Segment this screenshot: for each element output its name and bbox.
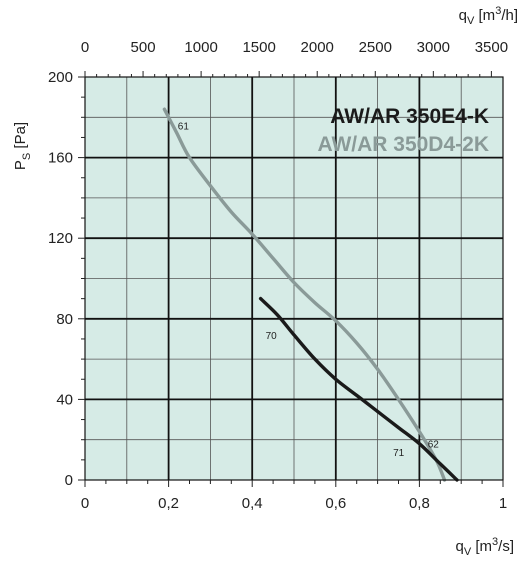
x-top-tick-label: 500 bbox=[131, 39, 156, 56]
major-grid bbox=[85, 77, 503, 480]
x-top-tick-label: 3500 bbox=[475, 39, 508, 56]
efficiency-annotation: 61 bbox=[178, 121, 190, 132]
efficiency-annotation: 70 bbox=[266, 331, 278, 342]
y-tick-label: 200 bbox=[48, 69, 73, 86]
y-tick-label: 40 bbox=[56, 391, 73, 408]
y-tick-label: 120 bbox=[48, 230, 73, 247]
x-bottom-tick-label: 0,8 bbox=[409, 495, 430, 512]
x-bottom-axis-label: qV [m3/s] bbox=[456, 536, 515, 558]
x-top-tick-label: 0 bbox=[81, 39, 89, 56]
series-layer bbox=[162, 107, 459, 482]
x-bottom-tick-label: 1 bbox=[499, 495, 507, 512]
x-top-axis-label: qV [m3/h] bbox=[459, 5, 518, 27]
y-tick-label: 80 bbox=[56, 311, 73, 328]
legend: AW/AR 350E4-K AW/AR 350D4-2K bbox=[317, 105, 489, 156]
legend-entry: AW/AR 350E4-K bbox=[330, 105, 489, 128]
x-top-tick-label: 2000 bbox=[301, 39, 334, 56]
y-axis-label: PS [Pa] bbox=[12, 122, 33, 170]
y-tick-label: 160 bbox=[48, 150, 73, 167]
x-top-tick-label: 3000 bbox=[417, 39, 450, 56]
x-bottom-tick-label: 0 bbox=[81, 495, 89, 512]
annotations: 61 70 62 71 bbox=[178, 121, 440, 458]
efficiency-annotation: 62 bbox=[428, 440, 440, 451]
y-tick-label: 0 bbox=[65, 472, 73, 489]
efficiency-annotation: 71 bbox=[393, 448, 405, 459]
x-bottom-tick-label: 0,6 bbox=[325, 495, 346, 512]
minor-grid bbox=[85, 77, 503, 480]
x-top-tick-label: 1000 bbox=[184, 39, 217, 56]
series-line-aw-ar-350e4-k bbox=[258, 296, 459, 482]
x-top-tick-label: 2500 bbox=[359, 39, 392, 56]
legend-entry: AW/AR 350D4-2K bbox=[317, 133, 489, 156]
x-top-tick-label: 1500 bbox=[242, 39, 275, 56]
x-bottom-tick-label: 0,4 bbox=[242, 495, 263, 512]
tick-labels: 0 0,2 0,4 0,6 0,8 10 500 1000 1500 2000 2500 3000 35… bbox=[48, 39, 508, 512]
x-bottom-tick-label: 0,2 bbox=[158, 495, 179, 512]
series-line-aw-ar-350d4-2k bbox=[162, 107, 447, 482]
tick-marks bbox=[78, 71, 504, 487]
